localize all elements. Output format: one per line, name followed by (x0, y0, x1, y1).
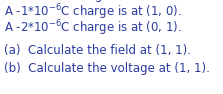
Text: (a)  Calculate the field at (1, 1).: (a) Calculate the field at (1, 1). (4, 44, 191, 57)
Text: (b)  Calculate the voltage at (1, 1).: (b) Calculate the voltage at (1, 1). (4, 62, 210, 75)
Text: A -2*10$^{-6}$C charge is at (0, 1).: A -2*10$^{-6}$C charge is at (0, 1). (4, 18, 182, 38)
Text: A 3*10$^{-6}$C charge is at (0, 0).: A 3*10$^{-6}$C charge is at (0, 0). (4, 0, 178, 6)
Text: A -1*10$^{-6}$C charge is at (1, 0).: A -1*10$^{-6}$C charge is at (1, 0). (4, 2, 182, 22)
